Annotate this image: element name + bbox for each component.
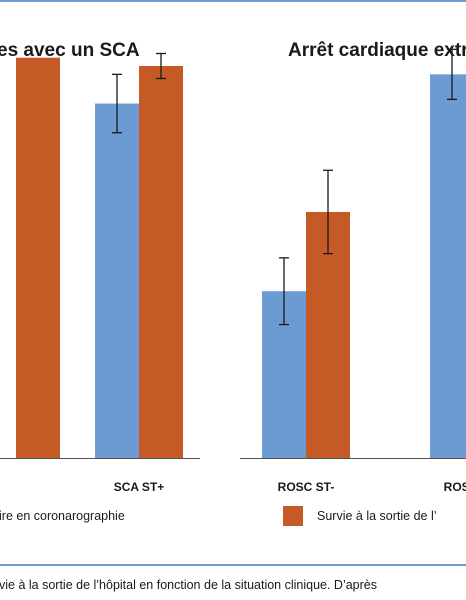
legend-label-blue: ire en coronarographie — [0, 509, 125, 523]
legend-swatch-orange — [283, 506, 303, 526]
error-bar-sca-st-plus-series-2 — [156, 52, 166, 80]
error-bar-rosc-st-minus-series-1 — [279, 257, 289, 326]
category-label-rosc: ROSC — [443, 480, 466, 494]
x-axis-right — [240, 458, 466, 459]
figure-caption: vie à la sortie de l’hôpital en fonction… — [0, 578, 378, 592]
category-label-sca-st-plus: SCA ST+ — [113, 480, 165, 494]
panel-title-right: Arrêt cardiaque extr — [288, 40, 466, 61]
error-bar-rosc-series-1 — [447, 48, 457, 101]
bar-cut-series-2 — [16, 57, 60, 459]
bar-sca-st-plus-series-2 — [139, 66, 183, 459]
top-rule — [0, 0, 466, 2]
x-axis-left — [0, 458, 200, 459]
bar-rosc-series-1 — [430, 74, 466, 459]
category-label-rosc-st-minus: ROSC ST- — [277, 480, 335, 494]
panel-title-left: es avec un SCA — [0, 40, 140, 61]
bar-sca-st-plus-series-1 — [95, 103, 139, 459]
legend-label-orange: Survie à la sortie de l’ — [317, 509, 437, 523]
error-bar-rosc-st-minus-series-2 — [323, 169, 333, 255]
caption-rule — [0, 564, 466, 566]
error-bar-sca-st-plus-series-1 — [112, 73, 122, 134]
